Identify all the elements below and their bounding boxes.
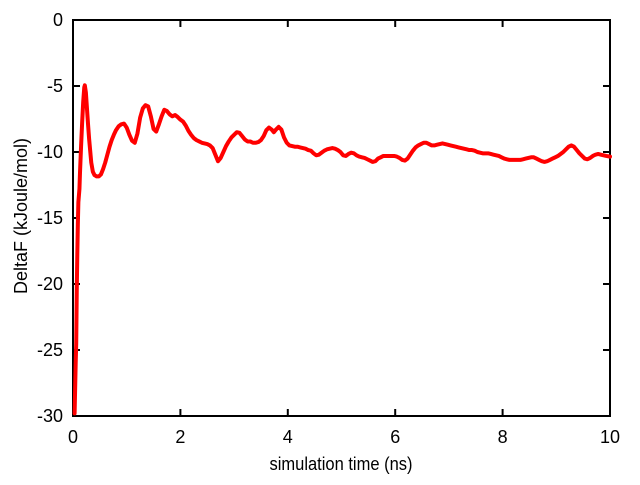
y-tick-label: -30 [37, 406, 63, 426]
x-tick-label: 4 [283, 427, 293, 447]
plot-border [72, 19, 611, 417]
y-tick-label: -15 [37, 208, 63, 228]
y-tick-label: 0 [53, 10, 63, 30]
x-tick-label: 6 [390, 427, 400, 447]
y-tick-label: -20 [37, 274, 63, 294]
x-tick-label: 2 [175, 427, 185, 447]
x-tick-label: 0 [68, 427, 78, 447]
y-tick-label: -5 [47, 76, 63, 96]
x-tick-label: 8 [498, 427, 508, 447]
axis-tick-labels: 0 2 4 6 8 10 0 -5 -10 -15 -20 -25 -30 [37, 10, 620, 447]
deltaf-series-line [72, 83, 612, 416]
y-tick-label: -25 [37, 340, 63, 360]
x-axis-label: simulation time (ns) [270, 454, 413, 474]
y-axis-label: DeltaF (kJoule/mol) [11, 138, 31, 294]
x-tick-label: 10 [600, 427, 620, 447]
y-tick-label: -10 [37, 142, 63, 162]
axis-ticks [72, 19, 611, 417]
